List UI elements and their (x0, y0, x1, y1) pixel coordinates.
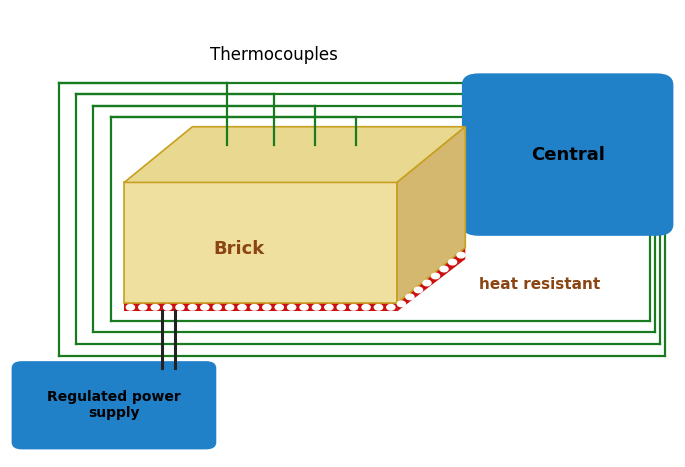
Circle shape (188, 304, 197, 310)
Circle shape (275, 304, 284, 310)
Text: heat resistant: heat resistant (479, 277, 600, 292)
Circle shape (312, 304, 321, 310)
Circle shape (432, 273, 440, 279)
Circle shape (300, 304, 308, 310)
Circle shape (201, 304, 209, 310)
Circle shape (164, 304, 172, 310)
FancyBboxPatch shape (12, 361, 216, 449)
Circle shape (397, 301, 406, 307)
Polygon shape (124, 303, 397, 311)
Circle shape (288, 304, 296, 310)
Circle shape (126, 304, 134, 310)
Circle shape (151, 304, 160, 310)
Circle shape (213, 304, 221, 310)
Polygon shape (124, 183, 397, 303)
Circle shape (375, 304, 382, 310)
Polygon shape (397, 127, 465, 303)
Circle shape (238, 304, 246, 310)
Circle shape (423, 280, 431, 286)
Circle shape (387, 304, 395, 310)
Polygon shape (397, 248, 465, 311)
Circle shape (250, 304, 258, 310)
Text: Thermocouples: Thermocouples (210, 46, 338, 64)
Circle shape (138, 304, 147, 310)
Text: Brick: Brick (213, 240, 264, 258)
Circle shape (457, 252, 465, 258)
Circle shape (337, 304, 345, 310)
Circle shape (440, 266, 448, 272)
FancyBboxPatch shape (462, 73, 673, 236)
Circle shape (225, 304, 234, 310)
Circle shape (449, 259, 457, 265)
Circle shape (263, 304, 271, 310)
Circle shape (406, 294, 414, 300)
Circle shape (414, 287, 423, 293)
Circle shape (362, 304, 370, 310)
Circle shape (325, 304, 333, 310)
Text: Regulated power
supply: Regulated power supply (47, 390, 181, 420)
Text: Central: Central (531, 146, 605, 163)
Circle shape (349, 304, 358, 310)
Polygon shape (124, 127, 465, 183)
Circle shape (176, 304, 184, 310)
